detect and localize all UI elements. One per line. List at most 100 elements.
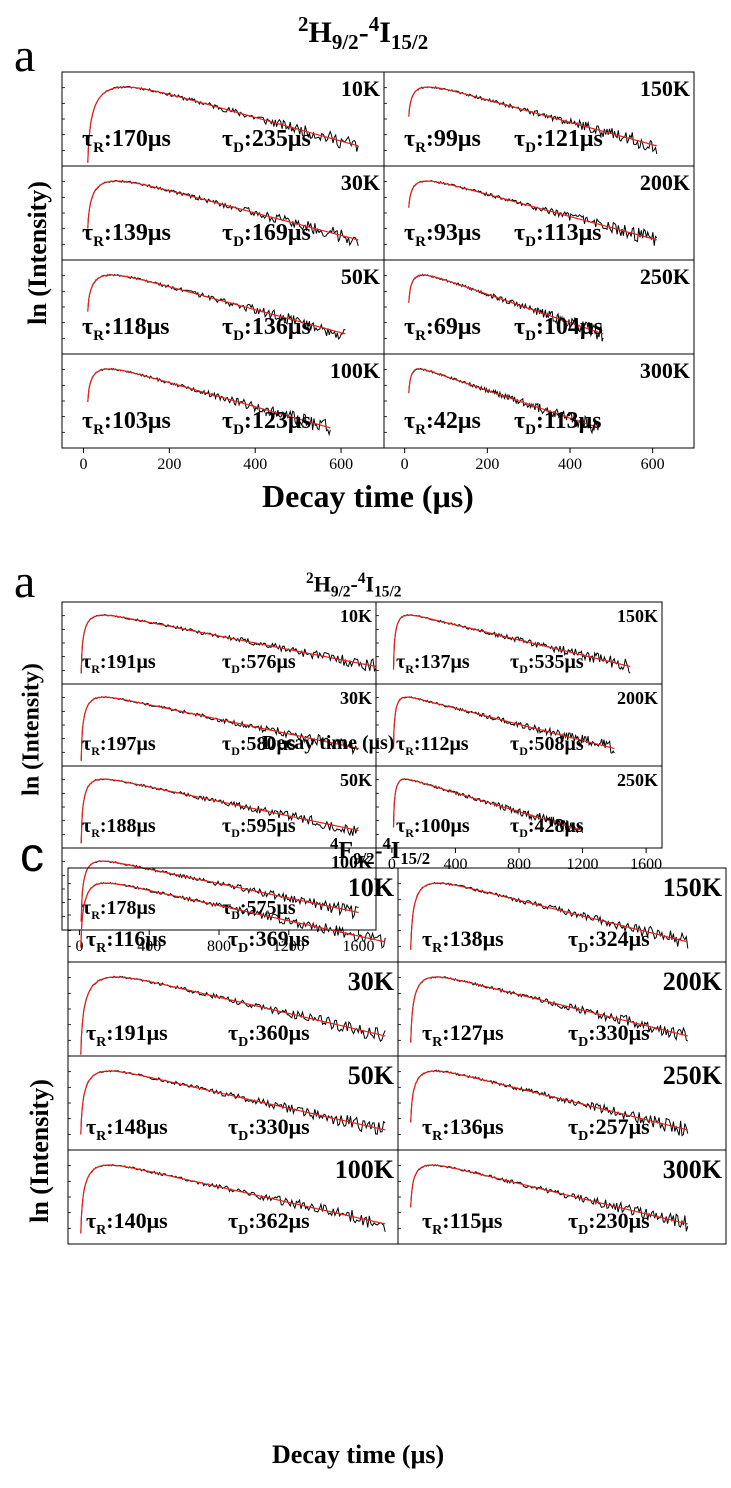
- panel-100K: 100K τR:103μs τD:123μs: [61, 353, 385, 449]
- tau-decay-label: τD:580μs: [222, 733, 296, 758]
- tau-decay-label: τD:595μs: [222, 815, 296, 840]
- transition-title: 4F9/2-4I15/2: [330, 834, 431, 868]
- panel-50K: 50K τR:148μs τD:330μs: [67, 1055, 399, 1151]
- x-tick-label: 400: [558, 456, 582, 473]
- tau-rise-label: τR:191μs: [82, 651, 156, 676]
- temperature-label: 10K: [348, 873, 395, 902]
- tau-rise-label: τR:138μs: [422, 926, 504, 956]
- decay-data-curve: [87, 85, 359, 163]
- tau-rise-label: τR:99μs: [404, 126, 481, 156]
- tau-decay-label: τD:362μs: [228, 1208, 310, 1238]
- tau-rise-label: τR:197μs: [82, 733, 156, 758]
- temperature-label: 30K: [348, 967, 395, 996]
- panel-letter: c: [20, 829, 44, 882]
- fit-curve: [87, 368, 331, 429]
- x-tick-label: 0: [388, 856, 396, 873]
- tau-rise-label: τR:116μs: [86, 926, 167, 956]
- tau-rise-label: τR:191μs: [86, 1020, 168, 1050]
- x-tick-label: 1600: [630, 856, 662, 873]
- x-tick-label: 200: [475, 456, 499, 473]
- temperature-label: 150K: [663, 873, 723, 902]
- fit-curve: [87, 86, 359, 163]
- temperature-label: 50K: [348, 1061, 395, 1090]
- tau-rise-label: τR:140μs: [86, 1208, 168, 1238]
- panel-letter: a: [14, 555, 36, 608]
- tau-rise-label: τR:42μs: [404, 408, 481, 438]
- tau-decay-label: τD:535μs: [510, 651, 584, 676]
- tau-rise-label: τR:188μs: [82, 815, 156, 840]
- chart-figure-1: 10K τR:170μs τD:235μs 30K τR:139μs τD:169μs 50…: [61, 71, 695, 473]
- temperature-label: 250K: [663, 1061, 723, 1090]
- tau-rise-label: τR:170μs: [82, 126, 171, 156]
- fit-curve: [408, 274, 604, 335]
- tau-rise-label: τR:139μs: [82, 220, 171, 250]
- temperature-label: 10K: [340, 606, 372, 626]
- fit-curve: [80, 1164, 386, 1234]
- fit-curve: [80, 976, 386, 1055]
- x-tick-label: 800: [207, 938, 231, 955]
- panel-letter: a: [14, 29, 36, 82]
- panel-150K: 150K τR:138μs τD:324μs: [397, 867, 727, 963]
- temperature-label: 300K: [640, 358, 690, 383]
- fit-curve: [408, 368, 600, 429]
- tau-rise-label: τR:136μs: [422, 1114, 504, 1144]
- temperature-label: 300K: [663, 1155, 723, 1184]
- tau-decay-label: τD:169μs: [222, 220, 311, 250]
- x-tick-label: 1600: [343, 938, 375, 955]
- decay-data-curve: [410, 1069, 689, 1137]
- x-tick-label: 0: [79, 456, 87, 473]
- x-tick-label: 400: [137, 938, 161, 955]
- tau-decay-label: τD:508μs: [510, 733, 584, 758]
- fit-curve: [410, 882, 688, 950]
- transition-title: 2H9/2-4I15/2: [306, 570, 402, 601]
- tau-decay-label: τD:104μs: [514, 314, 603, 344]
- tau-rise-label: τR:93μs: [404, 220, 481, 250]
- fit-curve: [410, 1070, 688, 1131]
- tau-decay-label: τD:113μs: [514, 408, 602, 438]
- fit-curve: [80, 860, 359, 922]
- tau-decay-label: τD:123μs: [222, 408, 311, 438]
- panel-300K: 300K τR:115μs τD:230μs: [397, 1149, 727, 1245]
- fit-curve: [87, 274, 346, 335]
- panel-30K: 30K τR:191μs τD:360μs: [67, 961, 399, 1057]
- x-tick-label: 800: [507, 856, 531, 873]
- fit-curve: [87, 180, 359, 241]
- tau-rise-label: τR:115μs: [422, 1208, 503, 1238]
- panel-300K: 300K τR:42μs τD:113μs: [383, 353, 695, 449]
- tau-rise-label: τR:69μs: [404, 314, 481, 344]
- tau-decay-label: τD:360μs: [228, 1020, 310, 1050]
- panel-30K: 30K τR:139μs τD:169μs: [61, 165, 385, 261]
- x-axis-label: Decay time (μs): [272, 1440, 445, 1469]
- tau-rise-label: τR:148μs: [86, 1114, 168, 1144]
- panel-10K: 10K τR:170μs τD:235μs: [61, 71, 385, 167]
- temperature-label: 30K: [341, 170, 380, 195]
- decay-data-curve: [408, 86, 658, 155]
- panel-250K: 250K τR:69μs τD:104μs: [383, 259, 695, 355]
- fit-curve: [80, 882, 386, 948]
- panel-10K: 10K τR:116μs τD:369μs: [67, 867, 399, 963]
- panel-250K: 250K τR:100μs τD:428μs: [375, 765, 663, 849]
- tau-rise-label: τR:112μs: [396, 733, 469, 758]
- panel-250K: 250K τR:136μs τD:257μs: [397, 1055, 727, 1151]
- x-tick-label: 0: [401, 456, 409, 473]
- fit-curve: [80, 778, 359, 844]
- tau-rise-label: τR:100μs: [396, 815, 470, 840]
- tau-decay-label: τD:428μs: [510, 815, 584, 840]
- temperature-label: 150K: [617, 606, 658, 626]
- tau-rise-label: τR:118μs: [82, 314, 170, 344]
- tau-decay-label: τD:330μs: [228, 1114, 310, 1144]
- panel-100K: 100K τR:140μs τD:362μs: [67, 1149, 399, 1245]
- tau-decay-label: τD:257μs: [568, 1114, 650, 1144]
- figure-1: a 2H9/2-4I15/2 ln (Intensity) 10K τR:170μ…: [0, 0, 731, 530]
- x-tick-label: 200: [157, 456, 181, 473]
- x-tick-label: 0: [75, 938, 83, 955]
- temperature-label: 150K: [640, 76, 690, 101]
- tau-rise-label: τR:103μs: [82, 408, 171, 438]
- transition-title: 2H9/2-4I15/2: [298, 12, 429, 54]
- temperature-label: 10K: [341, 76, 380, 101]
- panel-200K: 200K τR:127μs τD:330μs: [397, 961, 727, 1057]
- tau-decay-label: τD:235μs: [222, 126, 311, 156]
- tau-decay-label: τD:121μs: [514, 126, 603, 156]
- fit-curve: [80, 1070, 386, 1135]
- tau-rise-label: τR:127μs: [422, 1020, 504, 1050]
